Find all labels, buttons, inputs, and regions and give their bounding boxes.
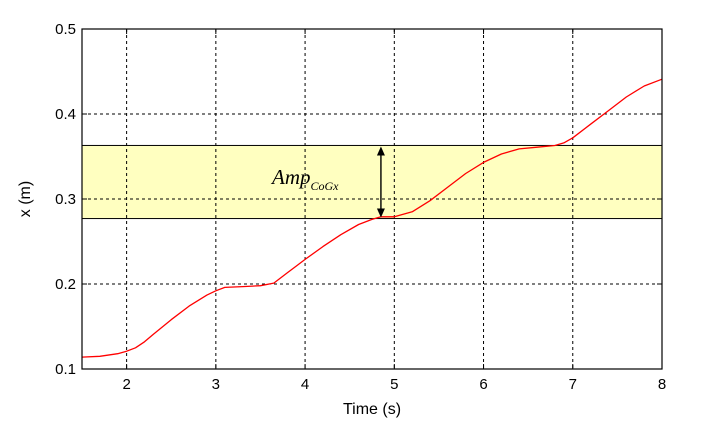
tick-label-layer: 2 3 4 5 6 7 8 0.1 0.2 0.3 0.4 0.5 (55, 21, 666, 393)
y-axis-label: x (m) (17, 181, 34, 217)
amplitude-band-layer (81, 144, 663, 220)
series-line (81, 78, 663, 358)
x-tick-label: 3 (212, 376, 220, 393)
amplitude-annotation: AmpCoGx (270, 165, 339, 193)
x-tick-label: 6 (479, 376, 487, 393)
x-tick-label: 7 (569, 376, 577, 393)
series-layer (81, 78, 663, 358)
x-axis-label: Time (s) (343, 401, 401, 418)
x-tick-label: 2 (122, 376, 130, 393)
amplitude-arrow-head-bottom (376, 208, 385, 218)
y-tick-label: 0.4 (55, 106, 76, 123)
annotation-layer: AmpCoGx (270, 146, 385, 218)
y-tick-label: 0.3 (55, 191, 76, 208)
x-tick-label: 4 (301, 376, 309, 393)
x-tick-label: 5 (390, 376, 398, 393)
amplitude-band (81, 144, 663, 220)
y-tick-label: 0.5 (55, 21, 76, 38)
amplitude-arrow-head-top (376, 146, 385, 156)
amplitude-annotation-subscript: CoGx (311, 179, 340, 193)
x-tick-label: 8 (658, 376, 666, 393)
grid-layer (82, 29, 662, 369)
y-tick-label: 0.2 (55, 276, 76, 293)
y-tick-label: 0.1 (55, 361, 76, 378)
amplitude-annotation-main: Amp (270, 165, 311, 189)
